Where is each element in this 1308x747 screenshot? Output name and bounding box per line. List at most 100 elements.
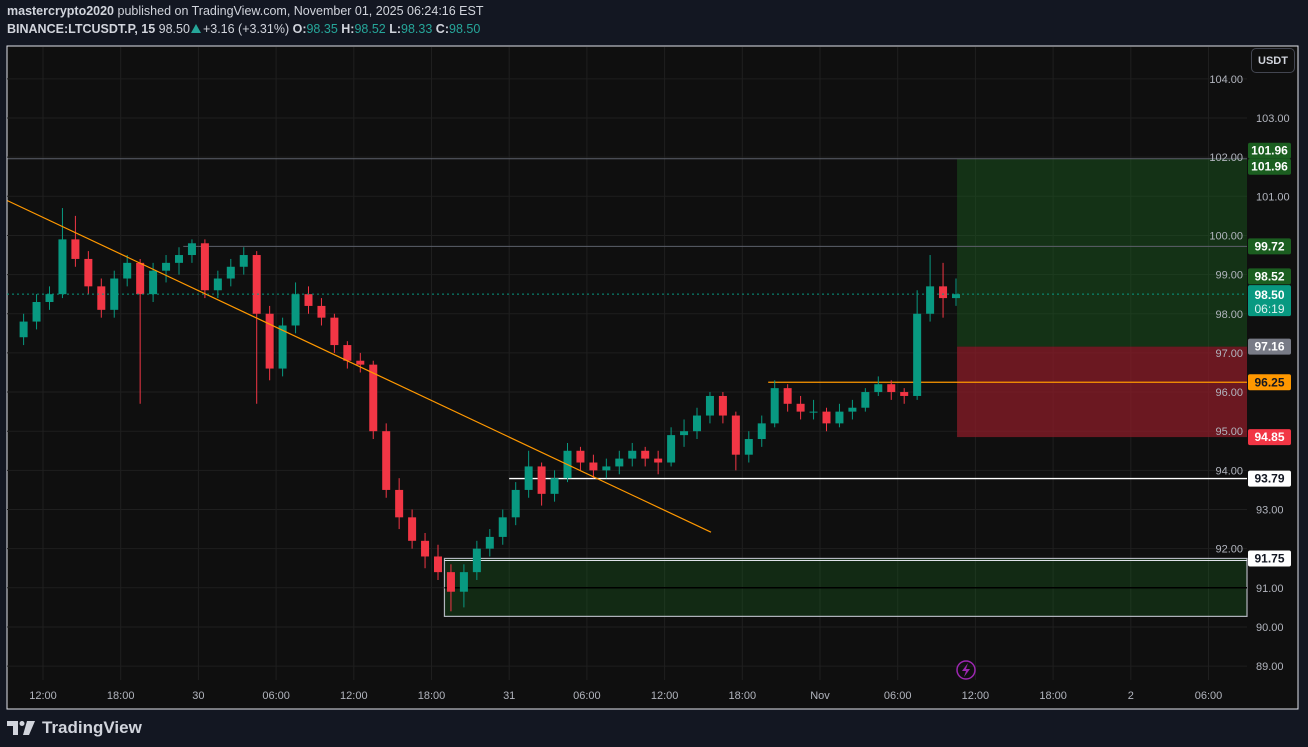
price-badge-label: 96.25	[1254, 375, 1284, 389]
price-badge: 101.96	[1248, 158, 1291, 175]
close-label: C:	[435, 22, 449, 36]
candle-body	[809, 411, 818, 413]
lightning-icon[interactable]	[956, 660, 976, 680]
publish-info: mastercrypto2020 published on TradingVie…	[7, 4, 483, 18]
candle	[693, 407, 701, 440]
candle-body	[731, 415, 740, 455]
candle	[123, 255, 132, 287]
candle-body	[796, 403, 805, 412]
price-badge-bg	[1248, 429, 1291, 446]
candle-body	[434, 556, 442, 573]
candle-body	[602, 466, 611, 471]
candle	[446, 564, 455, 612]
candle-body	[97, 286, 106, 310]
candle	[278, 317, 287, 377]
candle	[628, 442, 637, 467]
price-badge: 96.25	[1248, 374, 1291, 391]
candle-body	[874, 384, 883, 393]
candle	[200, 239, 209, 299]
candle	[485, 529, 494, 557]
candle	[19, 313, 28, 346]
time-tick-label: 12:00	[29, 690, 57, 702]
currency-button[interactable]: USDT	[1251, 48, 1295, 73]
time-tick-label: 06:00	[884, 690, 912, 702]
price-badge-label: 98.52	[1254, 269, 1284, 283]
tradingview-logo[interactable]: TradingView	[7, 718, 142, 738]
candle	[317, 298, 326, 326]
candle-body	[58, 239, 67, 295]
candle	[757, 415, 766, 447]
candle-body	[369, 364, 378, 432]
candle	[382, 423, 391, 498]
candle	[226, 258, 235, 287]
high-label: H:	[341, 22, 355, 36]
last-price: 98.50	[158, 22, 190, 36]
candle	[408, 509, 417, 549]
loss-zone	[957, 346, 1247, 438]
candle-body	[408, 517, 417, 541]
time-tick-label: 18:00	[1039, 690, 1067, 702]
time-tick-label: Nov	[810, 690, 830, 702]
candle-body	[175, 255, 183, 263]
price-tick-label: 103.00	[1256, 113, 1290, 125]
candle	[744, 431, 753, 463]
candle	[97, 278, 106, 318]
open-label: O:	[292, 22, 307, 36]
price-badge-bg	[1248, 268, 1291, 285]
candle	[213, 270, 222, 299]
price-tick-label: 97.00	[1215, 348, 1243, 360]
price-tick-label: 90.00	[1256, 622, 1284, 634]
open-value: 98.35	[306, 22, 338, 36]
candle	[602, 458, 611, 479]
candle	[71, 215, 80, 267]
candle-body	[84, 258, 93, 287]
time-tick-label: 30	[192, 690, 204, 702]
candle-body	[783, 388, 792, 404]
candle	[874, 376, 883, 396]
price-tick-label: 89.00	[1256, 661, 1284, 673]
price-badge: 99.72	[1248, 238, 1291, 255]
candle-body	[304, 294, 313, 306]
author-name[interactable]: mastercrypto2020	[7, 4, 115, 18]
price-tick-label: 95.00	[1215, 426, 1243, 438]
time-tick-label: 12:00	[651, 690, 679, 702]
candle-body	[641, 450, 650, 459]
candle	[822, 407, 831, 432]
candle	[136, 258, 145, 404]
time-tick-label: 06:00	[1195, 690, 1223, 702]
candle	[654, 450, 663, 475]
current-price-label: 98.50	[1254, 288, 1284, 302]
candle	[330, 313, 339, 353]
candle	[58, 208, 67, 299]
candle	[887, 380, 896, 400]
candle-body	[446, 572, 455, 592]
price-tick-label: 102.00	[1209, 152, 1243, 164]
candle	[32, 294, 41, 330]
price-badge: 91.75	[1248, 550, 1291, 567]
time-axis[interactable]: 12:00 18:00 30 06:00 12:00 18:00 31 06:00 12:00 1…	[29, 690, 1222, 702]
candle-body	[200, 243, 209, 291]
candle-body	[926, 286, 935, 314]
candle-body	[718, 395, 727, 416]
candle-body	[149, 270, 158, 295]
price-badge-label: 101.96	[1251, 144, 1288, 158]
price-tick-label: 99.00	[1215, 270, 1243, 282]
candle-body	[252, 255, 261, 314]
candle-body	[511, 489, 520, 518]
time-tick-label: 06:00	[262, 690, 290, 702]
candle-body	[291, 294, 300, 326]
time-tick-label: 18:00	[418, 690, 446, 702]
price-badge: 101.96	[1248, 142, 1291, 159]
candle	[835, 403, 844, 428]
price-badge-bg	[1248, 470, 1291, 487]
candle-body	[239, 255, 248, 267]
candle-body	[382, 431, 391, 490]
close-value: 98.50	[449, 22, 481, 36]
time-tick-label: 12:00	[340, 690, 368, 702]
candle	[667, 427, 676, 467]
price-axis[interactable]: 89.00 90.00 91.00 92.00 93.00 94.00 95.00 96.00…	[1209, 74, 1291, 673]
candle-body	[472, 548, 481, 573]
drawings-front	[7, 200, 1247, 533]
candle-body	[187, 243, 196, 256]
